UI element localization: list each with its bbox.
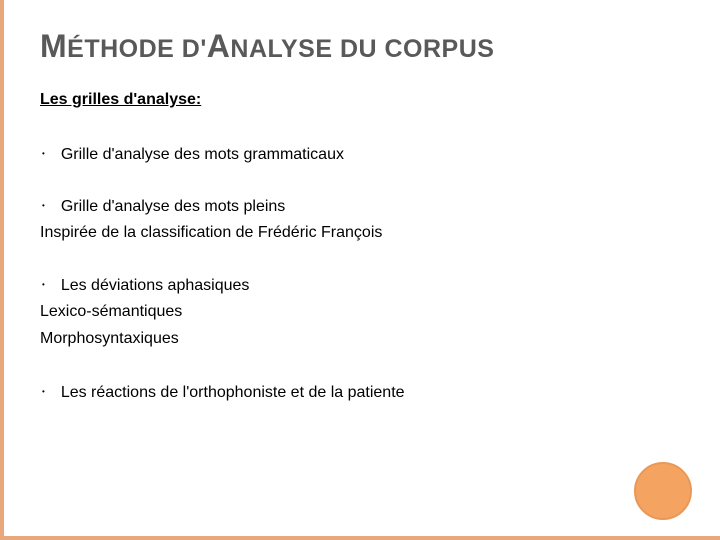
bullet-item: • Grille d'analyse des mots pleins bbox=[40, 195, 684, 219]
bullet-item: • Grille d'analyse des mots grammaticaux bbox=[40, 143, 684, 167]
bullet-block: • Grille d'analyse des mots grammaticaux bbox=[40, 143, 684, 167]
circle-decoration-icon bbox=[634, 462, 692, 520]
slide-subtitle: Les grilles d'analyse: bbox=[40, 91, 684, 109]
bullet-item: • Les réactions de l'orthophoniste et de… bbox=[40, 381, 684, 405]
bullet-subtext: Morphosyntaxiques bbox=[40, 325, 684, 352]
bullet-marker-icon: • bbox=[42, 386, 45, 398]
left-accent-border bbox=[0, 0, 4, 540]
bullet-block: • Les réactions de l'orthophoniste et de… bbox=[40, 381, 684, 405]
slide-title: MÉTHODE D'ANALYSE DU CORPUS bbox=[40, 28, 684, 65]
left-border-segment bbox=[0, 0, 4, 540]
bullet-subtext: Lexico-sémantiques bbox=[40, 298, 684, 325]
bullet-marker-icon: • bbox=[42, 148, 45, 160]
bullet-subtext: Inspirée de la classification de Frédéri… bbox=[40, 219, 684, 246]
slide-content: MÉTHODE D'ANALYSE DU CORPUS Les grilles … bbox=[0, 0, 720, 461]
bullet-block: • Les déviations aphasiques Lexico-séman… bbox=[40, 274, 684, 352]
bullet-marker-icon: • bbox=[42, 279, 45, 291]
bullet-text: Grille d'analyse des mots grammaticaux bbox=[61, 143, 344, 167]
bullet-text: Grille d'analyse des mots pleins bbox=[61, 195, 286, 219]
bullet-text: Les déviations aphasiques bbox=[61, 274, 250, 298]
bullet-block: • Grille d'analyse des mots pleins Inspi… bbox=[40, 195, 684, 246]
bullet-item: • Les déviations aphasiques bbox=[40, 274, 684, 298]
bullet-text: Les réactions de l'orthophoniste et de l… bbox=[61, 381, 405, 405]
bullet-marker-icon: • bbox=[42, 200, 45, 212]
bottom-accent-border bbox=[0, 536, 720, 540]
